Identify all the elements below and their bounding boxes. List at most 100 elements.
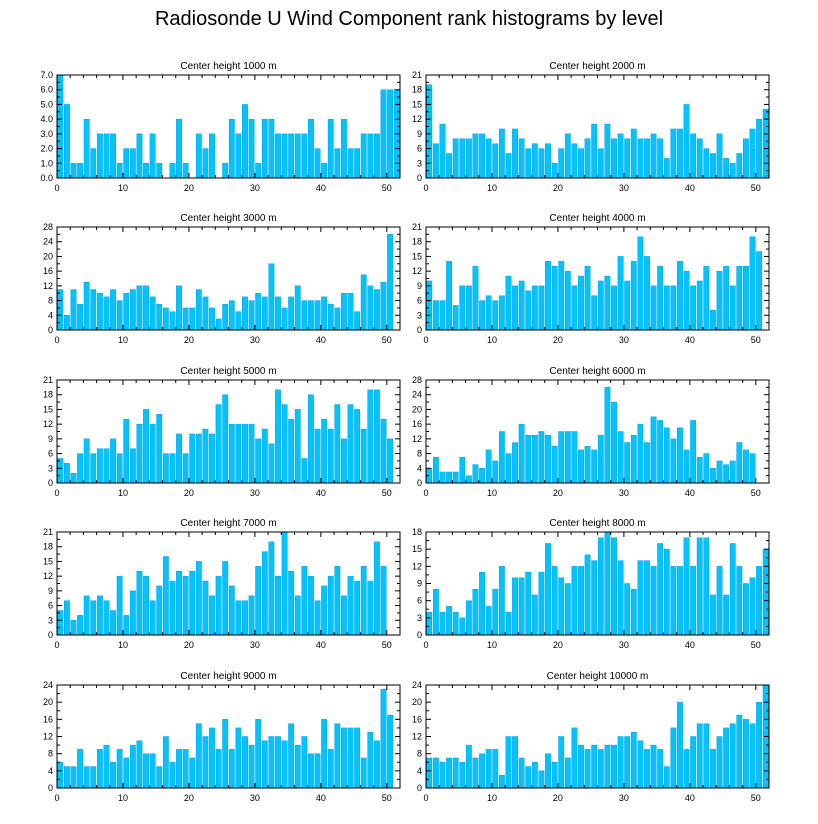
histogram-bar — [611, 744, 617, 789]
x-tick-label: 30 — [619, 183, 629, 193]
histogram-bar — [690, 285, 697, 331]
histogram-bar — [261, 551, 268, 636]
histogram-bar — [301, 300, 308, 331]
histogram-bar — [374, 740, 380, 789]
x-tick-label: 10 — [487, 183, 497, 193]
y-tick-label: 9 — [48, 434, 53, 444]
histogram-bar — [710, 749, 716, 789]
histogram-bar — [129, 744, 136, 789]
histogram-bar — [551, 266, 558, 331]
y-tick-label: 0.0 — [40, 173, 53, 183]
histogram-bar — [341, 595, 347, 636]
histogram-bar — [327, 575, 334, 636]
y-tick-label: 24 — [412, 390, 422, 400]
histogram-bar — [736, 153, 743, 179]
y-tick-label: 12 — [43, 571, 53, 581]
histogram-bar — [650, 285, 657, 331]
panel-title: Center height 5000 m — [180, 366, 276, 377]
histogram-bar — [677, 566, 683, 636]
histogram-bar — [347, 727, 354, 789]
histogram-bar — [70, 766, 77, 789]
histogram-bar — [617, 431, 624, 484]
histogram-bar — [564, 133, 571, 179]
histogram-bar — [123, 293, 130, 331]
histogram-bar — [123, 148, 130, 179]
histogram-bar — [103, 448, 110, 484]
histogram-bar — [70, 289, 77, 331]
histogram-bar — [374, 289, 380, 331]
histogram-bar — [275, 133, 281, 179]
histogram-bar — [63, 463, 70, 484]
histogram-bar — [301, 736, 308, 789]
panel-title: Center height 4000 m — [549, 213, 645, 224]
histogram-bar — [360, 274, 367, 331]
histogram-bar — [83, 438, 90, 484]
histogram-bar — [538, 571, 545, 636]
y-tick-label: 18 — [43, 542, 53, 552]
histogram-bar — [743, 583, 749, 636]
histogram-bar — [512, 442, 518, 484]
y-tick-label: 18 — [43, 390, 53, 400]
histogram-bar — [584, 749, 591, 789]
histogram-bar — [551, 566, 558, 636]
histogram-bar — [637, 740, 644, 789]
histogram-bar — [545, 143, 551, 179]
histogram-bar — [584, 266, 591, 331]
x-tick-label: 0 — [54, 335, 59, 345]
histogram-bar — [677, 427, 683, 484]
histogram-bar — [485, 295, 492, 331]
histogram-bar — [275, 575, 281, 636]
histogram-bar — [294, 133, 301, 179]
x-tick-label: 30 — [250, 183, 260, 193]
histogram-bar — [215, 318, 222, 331]
x-tick-label: 10 — [118, 640, 128, 650]
histogram-bar — [683, 270, 690, 331]
histogram-bar — [439, 300, 446, 331]
histogram-bar — [584, 446, 591, 484]
histogram-bar — [492, 749, 499, 789]
histogram-bar — [498, 295, 505, 331]
histogram-bar — [644, 560, 650, 636]
histogram-bar — [571, 285, 578, 331]
histogram-bar — [288, 296, 295, 331]
histogram-bar — [301, 566, 308, 636]
chart-panel-9: Center height 9000 m 0 10 20 30 40 50 0 4 8 12 16 20… — [43, 671, 401, 803]
histogram-bar — [518, 423, 525, 484]
x-tick-label: 0 — [423, 335, 428, 345]
histogram-bar — [202, 580, 209, 636]
histogram-bar — [683, 749, 690, 789]
histogram-bar — [716, 460, 723, 484]
histogram-bar — [663, 766, 670, 789]
histogram-bar — [736, 266, 743, 331]
histogram-bar — [209, 307, 215, 331]
histogram-bar — [308, 575, 314, 636]
histogram-bar — [696, 537, 703, 636]
histogram-bar — [446, 757, 452, 789]
histogram-bar — [156, 585, 163, 636]
histogram-bar — [209, 727, 215, 789]
y-tick-label: 21 — [412, 222, 422, 232]
histogram-bar — [321, 719, 328, 789]
panel-title: Center height 10000 m — [547, 671, 649, 682]
histogram-bar — [670, 438, 677, 484]
histogram-bar — [387, 714, 394, 789]
histogram-bar — [242, 600, 248, 636]
histogram-bar — [209, 433, 215, 484]
histogram-bar — [604, 275, 611, 331]
histogram-bar — [545, 543, 551, 636]
histogram-bar — [617, 133, 624, 179]
panel-title: Center height 2000 m — [549, 61, 645, 72]
y-tick-label: 21 — [412, 70, 422, 80]
histogram-bar — [439, 611, 446, 636]
histogram-bar — [571, 431, 578, 484]
histogram-bar — [354, 580, 361, 636]
histogram-bar — [380, 281, 387, 331]
y-tick-label: 0 — [48, 630, 53, 640]
histogram-bar — [110, 133, 116, 179]
histogram-bar — [670, 727, 677, 789]
histogram-bar — [571, 566, 578, 636]
histogram-bar — [268, 118, 275, 179]
histogram-bar — [690, 133, 697, 179]
y-tick-label: 28 — [43, 222, 53, 232]
histogram-bar — [571, 727, 578, 789]
